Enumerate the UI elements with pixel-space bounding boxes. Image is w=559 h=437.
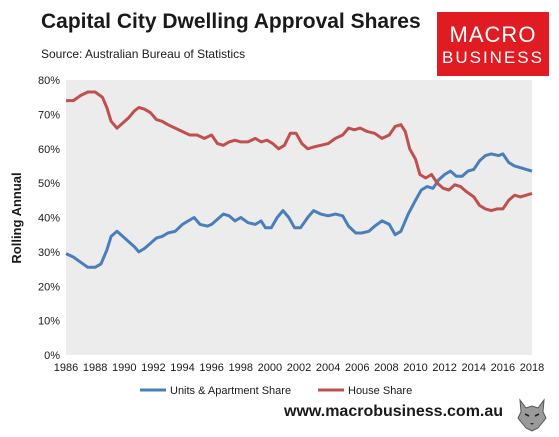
- wolf-icon: [517, 398, 547, 432]
- macrobusiness-logo: MACRO BUSINESS: [437, 12, 549, 76]
- series-line-house: [66, 90, 533, 213]
- chart-source: Source: Australian Bureau of Statistics: [41, 47, 246, 61]
- y-tick-label: 70%: [38, 109, 60, 121]
- y-tick-label: 10%: [38, 316, 60, 328]
- series-lines: [65, 90, 533, 269]
- x-tick-label: 1986: [54, 362, 78, 374]
- plot-area: [66, 80, 532, 355]
- x-tick-label: 2010: [403, 362, 427, 374]
- x-tick-label: 1988: [83, 362, 107, 374]
- x-tick-label: 1992: [141, 362, 165, 374]
- y-tick-label: 50%: [38, 178, 60, 190]
- x-tick-label: 2016: [491, 362, 515, 374]
- x-tick-label: 2006: [345, 362, 369, 374]
- x-tick-label: 1998: [229, 362, 253, 374]
- y-tick-label: 40%: [38, 213, 60, 225]
- x-axis: 1986 1988 1990 1992 1994 1996 1998 2000 2002 2004…: [54, 362, 544, 374]
- x-tick-label: 1990: [112, 362, 136, 374]
- chart-title: Capital City Dwelling Approval Shares: [41, 10, 421, 33]
- x-tick-label: 2018: [520, 362, 544, 374]
- logo-line1: MACRO: [449, 22, 537, 47]
- y-tick-label: 20%: [38, 281, 60, 293]
- y-axis: 0% 10% 20% 30% 40% 50% 60% 70% 80%: [38, 75, 60, 362]
- logo-line2: BUSINESS: [442, 48, 544, 67]
- series-line-units: [65, 152, 533, 269]
- x-tick-label: 2012: [432, 362, 456, 374]
- x-tick-label: 2004: [316, 362, 340, 374]
- legend: Units & Apartment Share House Share: [140, 385, 412, 397]
- x-tick-label: 2014: [462, 362, 486, 374]
- x-tick-label: 2000: [258, 362, 282, 374]
- x-tick-label: 2002: [287, 362, 311, 374]
- legend-label: Units & Apartment Share: [170, 385, 291, 397]
- x-tick-label: 1996: [199, 362, 223, 374]
- y-tick-label: 80%: [38, 75, 60, 87]
- x-tick-label: 2008: [374, 362, 398, 374]
- legend-label: House Share: [348, 385, 412, 397]
- y-axis-label: Rolling Annual: [9, 172, 24, 263]
- website-url: www.macrobusiness.com.au: [284, 403, 504, 420]
- x-tick-label: 1994: [170, 362, 194, 374]
- y-tick-label: 0%: [44, 350, 60, 362]
- y-tick-label: 30%: [38, 247, 60, 259]
- y-tick-label: 60%: [38, 144, 60, 156]
